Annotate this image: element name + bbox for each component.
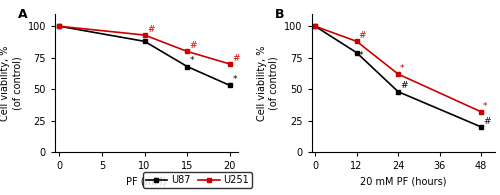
U87: [395, 90, 401, 93]
Text: B: B: [275, 8, 284, 21]
Text: *: *: [483, 102, 488, 111]
Text: *: *: [190, 56, 194, 65]
U251: [227, 63, 233, 65]
Text: #: #: [232, 54, 240, 63]
Text: *: *: [358, 51, 363, 60]
U251: [56, 25, 62, 27]
U87: [56, 25, 62, 27]
U87: [478, 126, 484, 128]
U87: [354, 51, 360, 54]
U251: [478, 111, 484, 113]
U87: [142, 40, 148, 43]
U87: [227, 84, 233, 87]
U251: [354, 40, 360, 43]
U251: [312, 25, 318, 27]
Text: A: A: [18, 8, 28, 21]
U87: [184, 65, 190, 68]
U251: [184, 50, 190, 53]
U251: [142, 34, 148, 36]
Line: U251: U251: [312, 24, 484, 114]
Y-axis label: Cell viability, %
(of control): Cell viability, % (of control): [257, 45, 278, 121]
Line: U87: U87: [312, 24, 484, 129]
Y-axis label: Cell viability, %
(of control): Cell viability, % (of control): [0, 45, 22, 121]
Line: U251: U251: [57, 24, 232, 66]
X-axis label: PF (mM): PF (mM): [126, 177, 167, 187]
Line: U87: U87: [57, 24, 232, 88]
Text: *: *: [400, 64, 404, 73]
Text: #: #: [400, 82, 407, 90]
Text: *: *: [232, 75, 237, 84]
Legend: U87, U251: U87, U251: [143, 172, 252, 188]
Text: #: #: [147, 25, 154, 34]
X-axis label: 20 mM PF (hours): 20 mM PF (hours): [360, 177, 446, 187]
Text: #: #: [190, 41, 197, 50]
Text: #: #: [358, 31, 366, 40]
U251: [395, 73, 401, 75]
Text: #: #: [483, 117, 490, 126]
U87: [312, 25, 318, 27]
